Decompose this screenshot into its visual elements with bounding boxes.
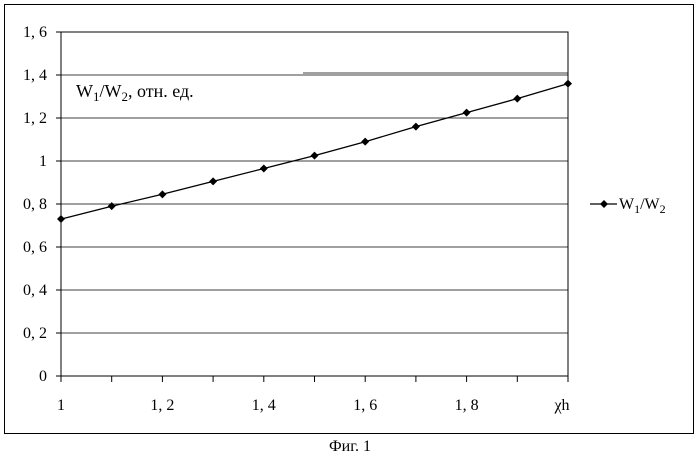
data-point xyxy=(108,202,116,210)
series-w1-w2 xyxy=(57,80,572,223)
data-point xyxy=(412,123,420,131)
data-point xyxy=(463,109,471,117)
x-tick-label: 1, 6 xyxy=(353,397,377,414)
y-tick-label: 0, 2 xyxy=(23,325,47,342)
x-tick-label: 1, 8 xyxy=(455,397,479,414)
y-tick-label: 1, 6 xyxy=(23,24,47,41)
x-tick-label: 1, 2 xyxy=(150,397,174,414)
legend-marker xyxy=(600,200,608,208)
data-point xyxy=(209,177,217,185)
series-line xyxy=(61,84,568,220)
legend: W1/W2 xyxy=(590,196,666,216)
legend-label: W1/W2 xyxy=(619,196,666,216)
data-point xyxy=(564,80,572,88)
data-point xyxy=(513,95,521,103)
data-point xyxy=(158,190,166,198)
y-tick-label: 1, 4 xyxy=(23,67,47,84)
data-point xyxy=(260,165,268,173)
y-tick-label: 0, 4 xyxy=(23,282,47,299)
x-tick-label: 1 xyxy=(57,397,65,414)
y-tick-label: 0 xyxy=(39,368,47,385)
y-tick-label: 0, 8 xyxy=(23,196,47,213)
data-point xyxy=(57,215,65,223)
figure-caption: Фиг. 1 xyxy=(0,438,700,456)
data-point xyxy=(361,138,369,146)
y-tick-label: 1, 2 xyxy=(23,110,47,127)
data-point xyxy=(311,152,319,160)
y-tick-label: 1 xyxy=(39,153,47,170)
y-tick-label: 0, 6 xyxy=(23,239,47,256)
x-axis-label: χh xyxy=(553,397,569,414)
x-tick-label: 1, 4 xyxy=(252,397,276,414)
value-annotation: W1/W2, отн. ед. xyxy=(76,81,194,104)
gridlines xyxy=(61,73,568,333)
